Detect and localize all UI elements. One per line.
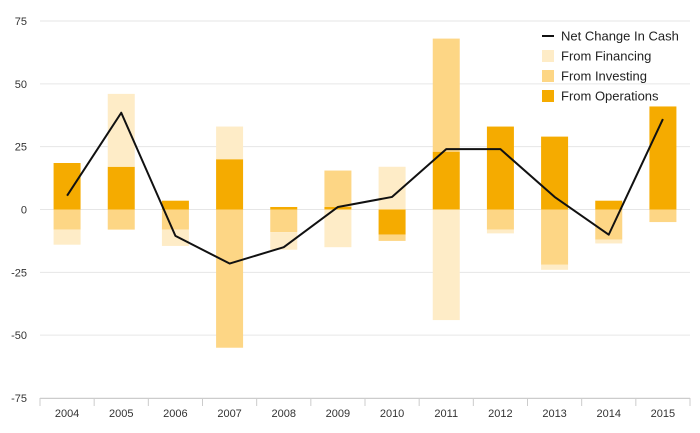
- bar-from-financing-2011: [432, 209, 460, 321]
- bar-from-investing-2009: [324, 170, 352, 207]
- bar-from-financing-2004: [53, 229, 81, 245]
- bar-from-operations-2007: [216, 159, 244, 210]
- x-axis: 2004 2005 2006 2007 2008 2009 2010 2011 2012 2013…: [39, 398, 691, 420]
- x-tick-label: 2009: [326, 408, 350, 420]
- legend-label: From Investing: [561, 69, 647, 84]
- legend-label: From Operations: [561, 89, 659, 104]
- bar-from-operations-2012: [486, 126, 514, 210]
- y-tick-label: 75: [15, 16, 27, 28]
- bars: [53, 38, 677, 348]
- legend-item-from-investing[interactable]: From Investing: [542, 69, 647, 84]
- y-tick-label: -50: [11, 330, 27, 342]
- x-tick-label: 2011: [434, 408, 458, 420]
- bar-from-operations-2004: [53, 163, 81, 210]
- legend-swatch: [542, 90, 554, 102]
- x-tick-label: 2014: [597, 408, 621, 420]
- y-tick-label: -25: [11, 267, 27, 279]
- gridlines: 75 50 25 0 -25 -50 -75: [11, 16, 690, 405]
- net-change-line: [66, 111, 664, 265]
- bar-from-financing-2014: [595, 239, 623, 244]
- x-tick-label: 2010: [380, 408, 404, 420]
- bar-from-operations-2010: [378, 209, 406, 235]
- bar-from-operations-2005: [107, 166, 135, 210]
- y-tick-label: 50: [15, 79, 27, 91]
- x-tick-label: 2006: [163, 408, 187, 420]
- bar-from-financing-2008: [270, 232, 298, 250]
- bar-from-investing-2011: [432, 38, 460, 152]
- legend-label: Net Change In Cash: [561, 29, 679, 44]
- x-tick-label: 2007: [217, 408, 241, 420]
- bar-from-operations-2015: [649, 106, 677, 210]
- y-tick-label: -75: [11, 393, 27, 405]
- x-tick-label: 2004: [55, 408, 79, 420]
- net-change-line-layer: [66, 111, 664, 265]
- legend-item-net-change-in-cash[interactable]: Net Change In Cash: [542, 29, 679, 44]
- x-tick-label: 2012: [488, 408, 512, 420]
- bar-from-operations-2014: [595, 200, 623, 210]
- legend[interactable]: Net Change In Cash From Financing From Inv…: [542, 29, 679, 104]
- bar-from-investing-2015: [649, 209, 677, 223]
- bar-from-investing-2012: [486, 209, 514, 230]
- bar-from-financing-2009: [324, 209, 352, 248]
- bar-from-investing-2007: [216, 209, 244, 348]
- legend-swatch: [542, 70, 554, 82]
- y-tick-label: 0: [21, 205, 27, 217]
- x-tick-label: 2015: [651, 408, 675, 420]
- legend-swatch: [542, 50, 554, 62]
- bar-from-financing-2006: [161, 229, 189, 246]
- bar-from-investing-2010: [378, 234, 406, 241]
- bar-from-operations-2006: [161, 200, 189, 210]
- bar-from-operations-2008: [270, 206, 298, 210]
- legend-item-from-operations[interactable]: From Operations: [542, 89, 659, 104]
- bar-from-investing-2005: [107, 209, 135, 230]
- x-tick-label: 2008: [272, 408, 296, 420]
- legend-item-from-financing[interactable]: From Financing: [542, 49, 651, 64]
- bar-from-investing-2008: [270, 209, 298, 233]
- bar-from-operations-2013: [541, 136, 569, 210]
- bar-from-investing-2004: [53, 209, 81, 230]
- x-tick-label: 2005: [109, 408, 133, 420]
- bar-from-financing-2012: [486, 229, 514, 234]
- legend-label: From Financing: [561, 49, 651, 64]
- x-tick-label: 2013: [542, 408, 566, 420]
- y-tick-label: 25: [15, 142, 27, 154]
- bar-from-operations-2009: [324, 206, 352, 210]
- bar-from-financing-2013: [541, 264, 569, 270]
- bar-from-financing-2005: [107, 93, 135, 167]
- bar-from-investing-2006: [161, 209, 189, 230]
- bar-from-operations-2011: [432, 151, 460, 210]
- bar-from-financing-2007: [216, 126, 244, 160]
- bar-from-investing-2013: [541, 209, 569, 265]
